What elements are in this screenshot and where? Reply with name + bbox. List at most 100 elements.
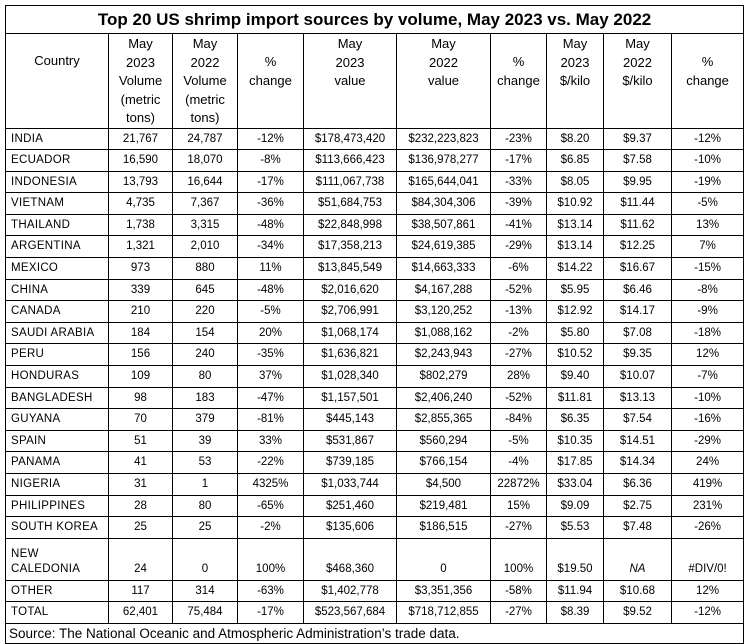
cell-price-change: 24% <box>670 451 745 474</box>
cell-value-2023: $1,636,821 <box>303 343 397 367</box>
cell-volume-2023: 41 <box>108 451 173 474</box>
cell-volume-change: -17% <box>237 170 304 194</box>
cell-value-change: -84% <box>490 408 547 431</box>
cell-country: INDONESIA <box>5 170 109 194</box>
cell-price-2022: $11.62 <box>603 213 672 237</box>
table-body: INDIA 21,767 24,787 -12% $178,473,420 $232,22… <box>5 127 745 624</box>
cell-volume-change: -17% <box>237 601 304 624</box>
cell-volume-change: -22% <box>237 451 304 474</box>
table-row: VIETNAM 4,735 7,367 -36% $51,684,753 $84,304,… <box>5 192 745 215</box>
cell-value-2023: $51,684,753 <box>303 192 397 215</box>
table-row: SPAIN 51 39 33% $531,867 $560,294 -5% $10.35 $14… <box>5 429 745 453</box>
cell-price-2022: $7.48 <box>603 516 672 539</box>
cell-value-change: -27% <box>490 516 547 539</box>
cell-volume-2022: 3,315 <box>172 213 238 237</box>
cell-value-2023: $2,706,991 <box>303 300 397 323</box>
cell-value-2022: $802,279 <box>396 365 491 388</box>
column-header-value-2023: May 2023 value <box>303 33 397 129</box>
cell-value-change: -17% <box>490 149 547 172</box>
cell-value-change: -4% <box>490 451 547 474</box>
cell-value-change: -41% <box>490 213 547 237</box>
cell-volume-change: 11% <box>237 257 304 280</box>
cell-volume-change: 100% <box>237 537 304 581</box>
cell-price-2023: $8.05 <box>546 170 604 194</box>
cell-volume-2022: 314 <box>172 579 238 603</box>
cell-volume-2022: 183 <box>172 386 238 410</box>
cell-value-2022: $219,481 <box>396 494 491 518</box>
table-row: THAILAND 1,738 3,315 -48% $22,848,998 $38,507… <box>5 213 745 237</box>
cell-value-2023: $13,845,549 <box>303 257 397 280</box>
cell-value-2022: $24,619,385 <box>396 235 491 259</box>
cell-price-2022: $10.68 <box>603 579 672 603</box>
cell-country: OTHER <box>5 579 109 603</box>
cell-price-change: -12% <box>670 127 745 151</box>
cell-volume-2023: 51 <box>108 429 173 453</box>
cell-value-change: 15% <box>490 494 547 518</box>
cell-country: HONDURAS <box>5 365 109 388</box>
cell-volume-change: 20% <box>237 321 304 345</box>
cell-price-change: 13% <box>670 213 745 237</box>
cell-value-2022: $560,294 <box>396 429 491 453</box>
cell-volume-2023: 24 <box>108 537 173 581</box>
cell-value-2022: $136,978,277 <box>396 149 491 172</box>
cell-value-change: -5% <box>490 429 547 453</box>
table-row: BANGLADESH 98 183 -47% $1,157,501 $2,406,240-… <box>5 386 745 410</box>
cell-country: ARGENTINA <box>5 235 109 259</box>
table-row: GUYANA 70 379 -81% $445,143 $2,855,365 -84% $6.… <box>5 408 745 431</box>
column-header-value-2022: May 2022 value <box>396 33 491 129</box>
cell-volume-2022: 25 <box>172 516 238 539</box>
cell-country: SPAIN <box>5 429 109 453</box>
cell-volume-2023: 62,401 <box>108 601 173 624</box>
cell-volume-change: -34% <box>237 235 304 259</box>
cell-volume-change: -48% <box>237 213 304 237</box>
cell-volume-2022: 24,787 <box>172 127 238 151</box>
cell-price-2023: $10.92 <box>546 192 604 215</box>
cell-volume-2023: 184 <box>108 321 173 345</box>
cell-value-2022: $14,663,333 <box>396 257 491 280</box>
cell-price-2023: $6.85 <box>546 149 604 172</box>
cell-price-2023: $14.22 <box>546 257 604 280</box>
cell-volume-change: -35% <box>237 343 304 367</box>
cell-volume-2023: 4,735 <box>108 192 173 215</box>
cell-price-change: 12% <box>670 579 745 603</box>
cell-value-2022: $84,304,306 <box>396 192 491 215</box>
cell-price-2022: $2.75 <box>603 494 672 518</box>
cell-volume-2022: 880 <box>172 257 238 280</box>
cell-value-2023: $1,068,174 <box>303 321 397 345</box>
cell-price-2022: $9.37 <box>603 127 672 151</box>
cell-price-change: -18% <box>670 321 745 345</box>
table-row: INDIA 21,767 24,787 -12% $178,473,420 $232,22… <box>5 127 745 151</box>
cell-price-change: -5% <box>670 192 745 215</box>
cell-price-2022: $14.17 <box>603 300 672 323</box>
cell-value-2022: 0 <box>396 537 491 581</box>
cell-price-2023: $10.52 <box>546 343 604 367</box>
cell-price-change: 7% <box>670 235 745 259</box>
column-header-volume-2023: May 2023 Volume (metric tons) <box>108 33 173 129</box>
cell-country: NIGERIA <box>5 473 109 496</box>
cell-price-2023: $8.20 <box>546 127 604 151</box>
cell-volume-2022: 80 <box>172 494 238 518</box>
cell-volume-2023: 13,793 <box>108 170 173 194</box>
column-header-price-2023: May 2023 $/kilo <box>546 33 604 129</box>
cell-value-2022: $2,243,943 <box>396 343 491 367</box>
table-row: PHILIPPINES 28 80 -65% $251,460 $219,481 15% $9… <box>5 494 745 518</box>
cell-price-2023: $12.92 <box>546 300 604 323</box>
cell-country: CANADA <box>5 300 109 323</box>
cell-country: PHILIPPINES <box>5 494 109 518</box>
cell-volume-2022: 154 <box>172 321 238 345</box>
cell-value-change: -27% <box>490 601 547 624</box>
cell-price-change: -7% <box>670 365 745 388</box>
column-header-price-2022: May 2022 $/kilo <box>603 33 672 129</box>
cell-price-2023: $10.35 <box>546 429 604 453</box>
table-row: HONDURAS 109 80 37% $1,028,340 $802,279 28% $9.… <box>5 365 745 388</box>
cell-value-2023: $113,666,423 <box>303 149 397 172</box>
cell-volume-2022: 2,010 <box>172 235 238 259</box>
cell-country: BANGLADESH <box>5 386 109 410</box>
cell-price-2022: $9.95 <box>603 170 672 194</box>
cell-price-2023: $19.50 <box>546 537 604 581</box>
cell-country: SAUDI ARABIA <box>5 321 109 345</box>
table-row: NEW CALEDONIA 24 0 100% $468,360 0 100% $19.50 N… <box>5 537 745 581</box>
cell-price-2022: NA <box>603 537 672 581</box>
cell-price-2022: $7.54 <box>603 408 672 431</box>
cell-value-2023: $739,185 <box>303 451 397 474</box>
